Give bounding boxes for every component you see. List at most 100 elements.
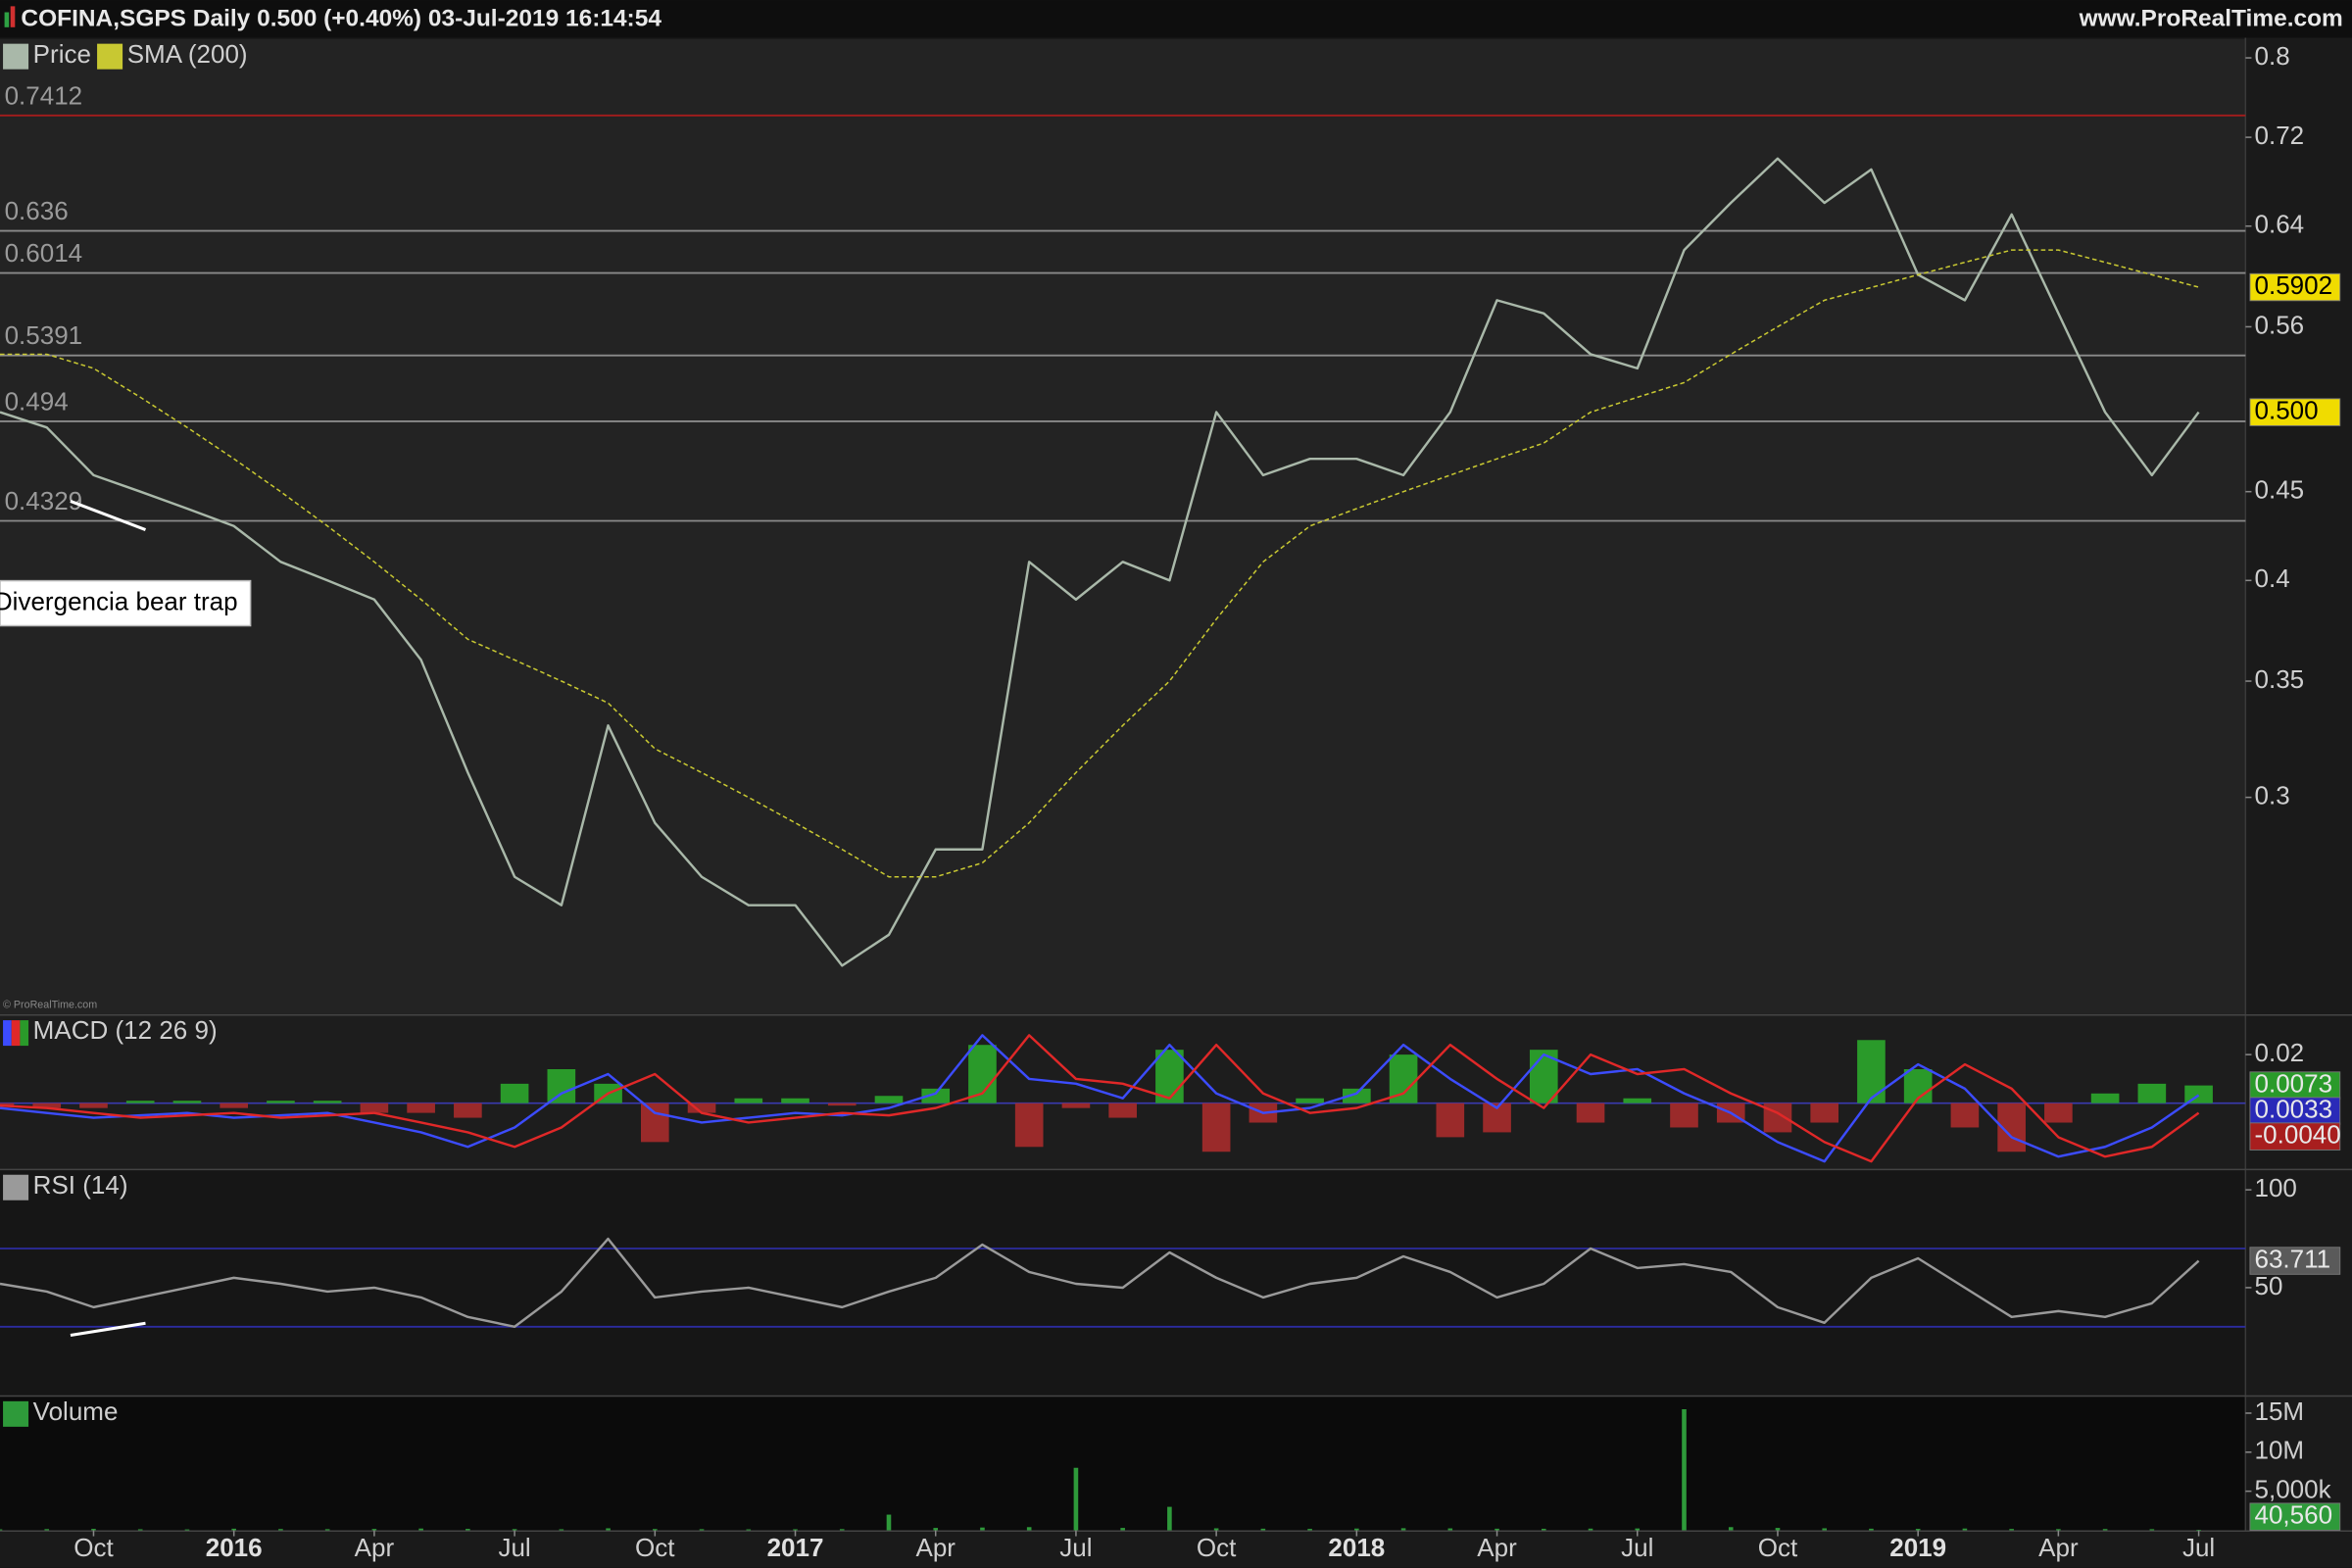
y-tick-label: 100 [2255,1173,2297,1202]
histogram-bar [921,1088,951,1103]
y-tick-label: 0.02 [2255,1038,2305,1067]
trend-line [70,500,147,531]
value-box [2249,398,2341,426]
copyright: © ProRealTime.com [3,1000,97,1011]
volume-bar [1073,1467,1079,1531]
volume-bar [1822,1528,1827,1531]
volume-bar [839,1529,845,1531]
series-line [0,1034,2200,1163]
volume-bar [0,1529,3,1531]
volume-bar [1635,1528,1641,1531]
y-tick-label: 0.4 [2255,564,2290,593]
series-line [0,1237,2200,1328]
header-bar [0,0,2352,38]
volume-bar [418,1528,423,1531]
histogram-bar [360,1102,389,1113]
volume-bar [1026,1527,1032,1531]
histogram-bar [1670,1102,1698,1128]
histogram-bar [1014,1102,1044,1148]
series-line [0,1034,2200,1163]
histogram-bar [1810,1102,1839,1123]
volume-bar [1120,1528,1125,1531]
y-tick-label: 0.56 [2255,310,2305,339]
series-line [0,249,2199,878]
volume-bar [324,1529,330,1531]
legend-label: SMA (200) [127,39,248,69]
volume-bar [1541,1528,1546,1531]
x-tick-label: Jul [1621,1533,1653,1562]
volume-bar [91,1529,96,1531]
header-icon [4,12,10,27]
volume-panel [0,1396,2246,1531]
volume-bar [231,1528,236,1531]
volume-bar [1682,1409,1687,1531]
level-label: 0.494 [5,386,69,416]
volume-bar [886,1514,892,1531]
histogram-bar [781,1098,809,1103]
value-box [2249,1502,2341,1531]
legend-title: MACD (12 26 9) [33,1015,218,1045]
volume-bar [2056,1529,2061,1531]
volume-bar [1494,1528,1499,1531]
histogram-bar [2044,1102,2073,1123]
histogram-bar [2090,1093,2120,1103]
histogram-bar [1436,1102,1465,1138]
histogram-bar [125,1101,155,1103]
histogram-bar [1389,1054,1418,1103]
volume-bar [466,1529,470,1531]
histogram-bar [547,1068,576,1103]
value-box [2249,1247,2341,1275]
annotation: Divergencia bear trap [0,586,238,615]
x-tick-label: 2017 [767,1533,824,1562]
legend-swatch [3,1174,29,1200]
histogram-bar [0,1102,15,1106]
legend-swatch [97,43,123,70]
histogram-bar [1201,1102,1231,1152]
histogram-bar [1296,1098,1324,1103]
legend-label: Volume [33,1396,119,1426]
histogram-bar [1061,1102,1091,1108]
histogram-bar [2137,1083,2167,1103]
legend-swatch [20,1020,29,1047]
series-line [0,157,2200,967]
volume-bar [653,1529,658,1531]
histogram-bar [267,1101,295,1103]
histogram-bar [1576,1102,1605,1123]
legend-swatch [3,1020,12,1047]
histogram-bar [640,1102,669,1143]
volume-bar [278,1529,283,1531]
x-tick-label: Apr [1477,1533,1517,1562]
volume-bar [1447,1528,1453,1531]
histogram-bar [1108,1102,1137,1118]
x-tick-label: Oct [635,1533,675,1562]
volume-bar [2102,1529,2108,1531]
histogram-bar [79,1102,108,1108]
y-tick-label: 5,000k [2255,1475,2332,1504]
header-icon [10,6,16,27]
value-label: 0.5902 [2255,270,2333,300]
volume-bar [184,1529,190,1531]
x-tick-label: Apr [2038,1533,2079,1562]
y-tick-label: 0.3 [2255,781,2290,810]
volume-bar [1869,1528,1874,1531]
y-tick-label: 15M [2255,1396,2305,1426]
x-tick-label: 2019 [1889,1533,1946,1562]
volume-bar [1915,1529,1921,1531]
volume-bar [980,1527,985,1531]
trend-line [70,1321,146,1338]
histogram-bar [874,1096,904,1103]
y-tick-label: 0.35 [2255,664,2305,694]
value-box [2249,272,2341,302]
y-tick-label: 50 [2255,1271,2283,1300]
header-site[interactable]: www.ProRealTime.com [2079,6,2343,32]
histogram-bar [407,1102,435,1113]
value-label: 0.500 [2255,396,2319,425]
y-tick-label: 0.45 [2255,475,2305,505]
value-label: -0.0040 [2255,1120,2341,1150]
value-label: 0.0033 [2255,1094,2333,1123]
value-box [2249,1122,2341,1151]
header-title: COFINA,SGPS Daily 0.500 (+0.40%) 03-Jul-… [21,6,662,32]
level-label: 0.5391 [5,320,83,350]
volume-bar [371,1529,377,1531]
